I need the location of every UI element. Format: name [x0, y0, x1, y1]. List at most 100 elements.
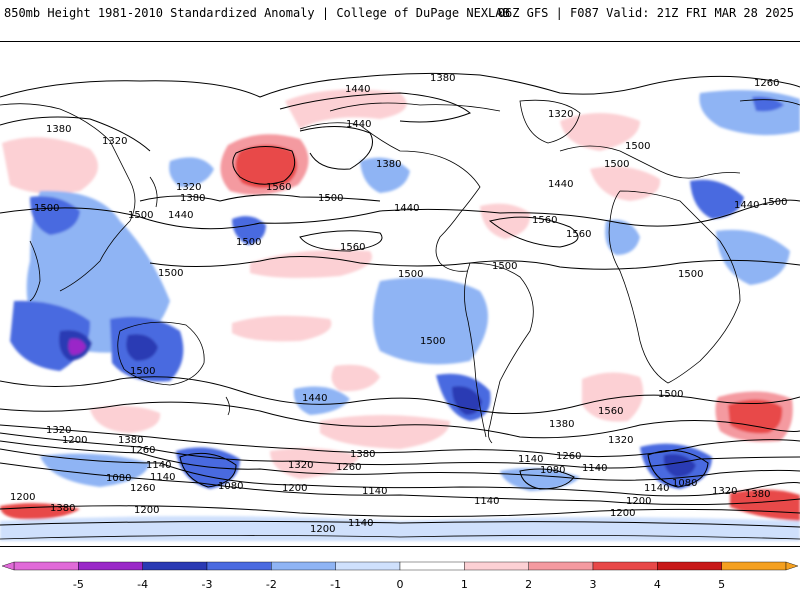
negative-anomaly-s-pacific-mid — [293, 386, 350, 415]
height-label: 1380 — [549, 419, 574, 430]
negative-anomaly-mediterranean — [690, 179, 744, 219]
coast-south-america — [469, 262, 534, 444]
height-label: 1140 — [348, 518, 373, 529]
height-label: 1260 — [130, 483, 155, 494]
height-contours — [0, 72, 800, 528]
height-label: 1380 — [50, 503, 75, 514]
height-label: 1440 — [734, 200, 759, 211]
positive-anomaly-s-indian-core — [728, 399, 783, 434]
map-title: 850mb Height 1981-2010 Standardized Anom… — [4, 6, 510, 20]
height-labels: 1380 1440 1380 1320 1260 1320 1440 1560 … — [10, 73, 787, 535]
height-label: 1500 — [762, 197, 787, 208]
height-label: 1380 — [376, 159, 401, 170]
negative-anomaly-africa — [605, 219, 640, 255]
height-label: 1380 — [745, 489, 770, 500]
height-label: 1260 — [754, 78, 779, 89]
height-label: 1320 — [176, 182, 201, 193]
height-label: 1500 — [604, 159, 629, 170]
contour-1500-tropics — [149, 255, 800, 270]
negative-anomaly-hudson — [360, 157, 410, 193]
colorbar-swatch — [206, 561, 272, 571]
height-label: 1140 — [150, 472, 175, 483]
height-label: 1560 — [566, 229, 591, 240]
height-label: 1140 — [474, 496, 499, 507]
coast-south-america-west — [464, 262, 487, 438]
positive-anomaly-s-atlantic — [582, 372, 644, 422]
coast-africa — [608, 190, 741, 384]
contour-1440-canada — [299, 125, 373, 170]
height-label: 1200 — [282, 483, 307, 494]
colorbar-swatch — [142, 561, 208, 571]
colorbar-tick-label: 1 — [460, 578, 468, 591]
contour-1500-mid-lat — [0, 199, 800, 230]
height-label: 1560 — [598, 406, 623, 417]
height-label: 1380 — [46, 124, 71, 135]
positive-anomaly-aleutian-core — [235, 145, 298, 188]
contour-1500-south — [0, 376, 800, 414]
height-label: 1500 — [678, 269, 703, 280]
height-label: 1440 — [302, 393, 327, 404]
height-label: 1320 — [46, 425, 71, 436]
positive-anomaly-scandinavia — [560, 113, 640, 151]
height-label: 1200 — [310, 524, 335, 535]
coast-japan — [149, 176, 158, 208]
positive-anomaly-atlantic-mid — [331, 364, 380, 392]
positive-anomaly-central-pacific — [250, 249, 372, 278]
coastlines — [0, 99, 800, 540]
contour-1440-arctic — [279, 92, 471, 123]
positive-anomaly-s-pacific-low-lat — [270, 447, 360, 479]
height-label: 1500 — [130, 366, 155, 377]
height-label: 1560 — [340, 242, 365, 253]
colorbar-tick-label: 2 — [525, 578, 533, 591]
contour-1260-south — [0, 440, 800, 481]
positive-anomaly-gulf-alaska — [285, 89, 407, 129]
height-label: 1260 — [130, 445, 155, 456]
colorbar-tick-label: -4 — [137, 578, 149, 591]
coast-north-america-arctic — [329, 102, 501, 112]
height-label: 1440 — [346, 119, 371, 130]
contour-1140-south — [0, 462, 800, 506]
height-label: 1380 — [350, 449, 375, 460]
coast-india — [29, 240, 41, 302]
height-label: 1500 — [318, 193, 343, 204]
negative-anomaly-argentina-core — [452, 386, 482, 415]
positive-anomaly-southern-ocean — [90, 405, 161, 433]
contour-1080-south-a — [179, 452, 237, 488]
height-label: 1320 — [548, 109, 573, 120]
height-label: 1080 — [540, 465, 565, 476]
height-label: 1320 — [288, 460, 313, 471]
height-label: 1200 — [62, 435, 87, 446]
height-label: 1080 — [106, 473, 131, 484]
height-label: 1500 — [625, 141, 650, 152]
height-label: 1200 — [626, 496, 651, 507]
colorbar-swatch — [13, 561, 79, 571]
colorbar-swatch — [721, 561, 787, 571]
map-canvas[interactable]: 1380 1440 1380 1320 1260 1320 1440 1560 … — [0, 42, 800, 546]
negative-anomaly-southern-ring-c-core — [663, 454, 696, 477]
height-label: 1500 — [128, 210, 153, 221]
height-label: 1200 — [610, 508, 635, 519]
header: 850mb Height 1981-2010 Standardized Anom… — [0, 0, 800, 40]
contour-1200-south — [0, 448, 800, 497]
colorbar-tick-label: -5 — [72, 578, 84, 591]
height-label: 1500 — [158, 268, 183, 279]
colorbar-tick-label: 0 — [396, 578, 404, 591]
height-label: 1500 — [658, 389, 683, 400]
map-panel[interactable]: 1380 1440 1380 1320 1260 1320 1440 1560 … — [0, 41, 800, 547]
height-label: 1500 — [492, 261, 517, 272]
height-label: 1440 — [168, 210, 193, 221]
colorbar-tick-label: 3 — [589, 578, 597, 591]
height-label: 1140 — [146, 460, 171, 471]
negative-anomaly-arabia — [716, 229, 790, 285]
colorbar-tick-label: -2 — [265, 578, 277, 591]
height-label: 1140 — [518, 454, 543, 465]
height-label: 1500 — [398, 269, 423, 280]
positive-anomaly-antarctic-west — [730, 489, 800, 521]
contour-1560-subtropical — [299, 230, 383, 252]
coast-antarctica — [0, 535, 800, 540]
colorbar-swatch — [335, 561, 401, 571]
height-label: 1260 — [336, 462, 361, 473]
height-label: 1200 — [10, 492, 35, 503]
coast-north-america — [299, 122, 481, 272]
height-label: 1320 — [608, 435, 633, 446]
